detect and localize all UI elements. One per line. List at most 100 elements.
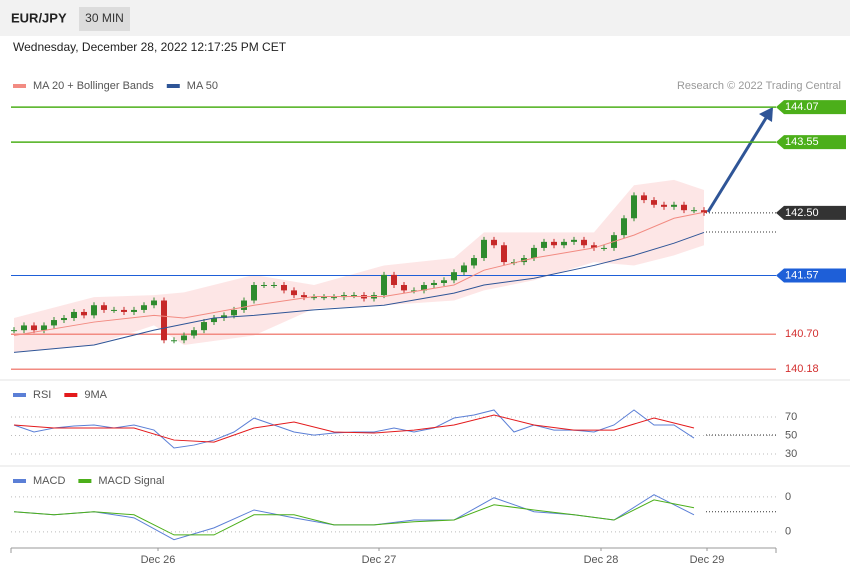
legend-swatch (64, 393, 78, 397)
candle (621, 218, 627, 236)
candle (411, 290, 417, 292)
candle (531, 247, 537, 259)
level-tag (776, 100, 846, 115)
legend-label: RSI (33, 389, 51, 401)
candle (551, 241, 557, 246)
legend-swatch (166, 84, 180, 88)
candle (701, 210, 707, 213)
candle (41, 325, 47, 331)
candle (391, 274, 397, 285)
candle (261, 284, 267, 286)
candle (11, 330, 17, 332)
y-tick-label: 0 (785, 491, 791, 503)
candle (471, 258, 477, 266)
level-label: 140.70 (785, 328, 819, 340)
legend-label: MA 50 (187, 80, 218, 92)
indicator-line (13, 231, 705, 353)
candle (91, 305, 97, 316)
candle (61, 318, 67, 321)
level-label: 142.50 (785, 207, 819, 219)
bollinger-band (14, 179, 704, 353)
candle (191, 330, 197, 336)
candle (71, 311, 77, 319)
candle (561, 241, 567, 246)
candle (201, 322, 207, 331)
legend-swatch (78, 479, 92, 483)
legend-label: MACD Signal (98, 475, 164, 487)
candle (281, 284, 287, 291)
candle (681, 204, 687, 211)
indicator-line (13, 499, 695, 536)
candle (331, 297, 337, 299)
y-tick-label: 30 (785, 448, 797, 460)
candle (251, 284, 257, 301)
candle (231, 309, 237, 316)
candle (311, 297, 317, 299)
candle (491, 239, 497, 246)
level-tag (776, 268, 846, 283)
candle (401, 284, 407, 291)
candle (221, 315, 227, 319)
candle (671, 204, 677, 207)
candle (291, 290, 297, 296)
forecast-arrowhead (759, 107, 773, 122)
legend-swatch (13, 393, 26, 397)
candle (421, 284, 427, 291)
timestamp: Wednesday, December 28, 2022 12:17:25 PM… (13, 40, 287, 54)
candle (271, 284, 277, 286)
candle (581, 239, 587, 246)
candle (81, 311, 87, 316)
candle (121, 309, 127, 312)
level-tag (776, 135, 846, 150)
y-tick-label: 0 (785, 526, 791, 538)
candle (151, 300, 157, 306)
candle (301, 295, 307, 298)
candle (181, 335, 187, 341)
legend-label: MACD (33, 475, 65, 487)
candle (381, 274, 387, 296)
candle (651, 200, 657, 205)
indicator-line (13, 211, 705, 337)
candle (691, 210, 697, 212)
candle (51, 320, 57, 326)
level-tag (776, 205, 846, 220)
interval: 30 MIN (85, 11, 124, 25)
candle (461, 265, 467, 273)
candle (171, 340, 177, 342)
level-label: 140.18 (785, 363, 819, 375)
candle (591, 245, 597, 248)
legend-swatch (13, 84, 26, 88)
candle (451, 272, 457, 281)
candle (211, 318, 217, 323)
candle (111, 309, 117, 311)
x-tick-label: Dec 29 (690, 554, 725, 566)
legend-label: MA 20 + Bollinger Bands (33, 80, 154, 92)
candle (161, 300, 167, 341)
level-label: 143.55 (785, 136, 819, 148)
x-tick-label: Dec 27 (362, 554, 397, 566)
candle (21, 325, 27, 331)
candle (641, 195, 647, 201)
level-label: 144.07 (785, 101, 819, 113)
indicator-line (13, 409, 695, 449)
x-tick-label: Dec 28 (584, 554, 619, 566)
header-bar (0, 0, 850, 36)
credit: Research © 2022 Trading Central (677, 80, 841, 92)
legend-label: 9MA (84, 389, 107, 401)
candle (31, 325, 37, 331)
candle (601, 247, 607, 249)
x-tick-label: Dec 26 (141, 554, 176, 566)
candle (241, 300, 247, 310)
forecast-arrow (706, 117, 768, 213)
candle (351, 295, 357, 297)
candle (661, 204, 667, 207)
y-tick-label: 70 (785, 411, 797, 423)
candle (131, 309, 137, 312)
candle (441, 280, 447, 283)
interval-box[interactable] (79, 7, 130, 31)
candle (481, 239, 487, 259)
candle (431, 282, 437, 285)
y-tick-label: 50 (785, 429, 797, 441)
candle (501, 245, 507, 263)
